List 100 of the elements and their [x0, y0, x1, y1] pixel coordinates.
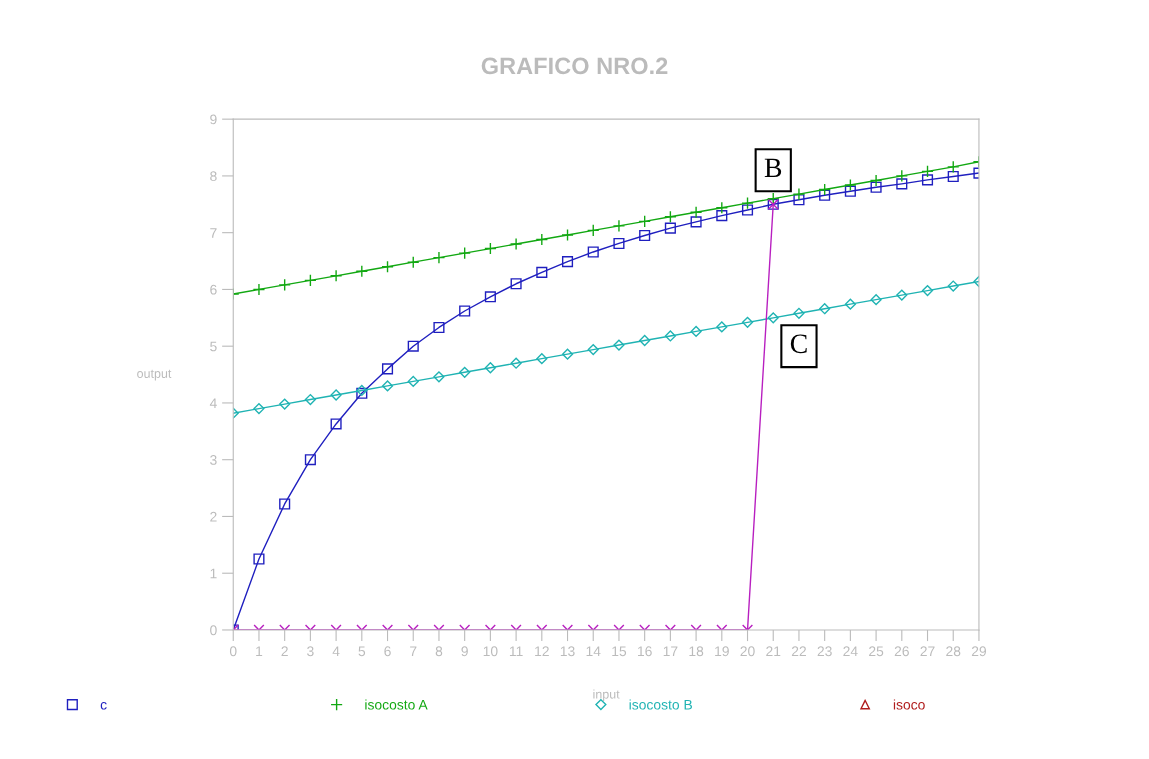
point — [459, 305, 471, 317]
point — [921, 284, 934, 297]
point — [921, 165, 934, 178]
point — [561, 348, 574, 360]
point — [587, 246, 599, 258]
x-tick-label: 28 — [946, 646, 961, 657]
point — [639, 334, 651, 347]
x-tick-label: 11 — [509, 646, 523, 657]
point — [690, 216, 702, 228]
x-tick-label: 29 — [971, 646, 987, 657]
x-tick-label: 1 — [256, 646, 263, 657]
point — [561, 228, 574, 242]
point — [870, 294, 882, 306]
point — [433, 371, 445, 383]
x-tick-label: 4 — [332, 646, 340, 657]
point — [896, 178, 908, 190]
point — [766, 192, 780, 205]
y-axis-title: output — [137, 369, 172, 381]
point — [304, 393, 316, 406]
legend-label: isocosto A — [365, 699, 428, 710]
point — [716, 210, 728, 222]
point — [535, 233, 549, 246]
point — [767, 312, 779, 324]
x-tick-label: 8 — [435, 646, 443, 657]
x-tick-label: 27 — [920, 646, 935, 657]
x-tick-label: 2 — [281, 646, 288, 657]
x-tick-label: 16 — [638, 646, 652, 657]
point — [612, 219, 626, 233]
point — [895, 169, 909, 183]
x-tick-label: 19 — [715, 646, 729, 657]
point — [586, 224, 600, 237]
point — [279, 498, 291, 510]
point — [664, 330, 676, 342]
legend-label: isoco — [893, 699, 925, 710]
point — [638, 215, 651, 228]
point — [252, 283, 266, 296]
point — [510, 357, 522, 369]
point — [639, 229, 651, 242]
x-tick-label: 25 — [869, 646, 884, 657]
point — [459, 366, 471, 378]
point — [381, 260, 394, 273]
point — [715, 201, 729, 214]
x-tick-label: 24 — [843, 646, 858, 657]
point — [304, 274, 317, 287]
point — [330, 418, 342, 430]
point — [381, 363, 394, 375]
point — [947, 170, 959, 183]
point — [741, 316, 754, 328]
point — [869, 174, 883, 187]
y-tick-label: 7 — [210, 228, 217, 238]
point — [818, 183, 831, 196]
x-tick-label: 26 — [894, 646, 909, 657]
legend-label: isocosto B — [629, 699, 693, 710]
point — [304, 454, 316, 466]
point — [844, 185, 856, 197]
x-tick-label: 20 — [740, 646, 755, 657]
point — [844, 178, 857, 192]
point — [664, 222, 676, 234]
point — [716, 321, 728, 333]
y-tick-label: 2 — [210, 511, 217, 522]
point — [433, 321, 445, 334]
point — [484, 291, 496, 303]
point — [587, 343, 599, 356]
point — [613, 237, 625, 250]
x-tick-label: 12 — [535, 646, 549, 657]
point — [792, 187, 806, 201]
y-tick-label: 6 — [210, 284, 217, 295]
point — [664, 210, 677, 224]
x-tick-label: 15 — [612, 646, 627, 657]
point — [406, 255, 420, 269]
point — [458, 246, 471, 260]
point — [819, 189, 831, 201]
x-tick-label: 21 — [766, 646, 781, 657]
x-tick-label: 23 — [817, 646, 832, 657]
point — [690, 325, 702, 338]
point — [279, 398, 291, 410]
point — [510, 278, 522, 290]
x-tick-label: 3 — [307, 646, 314, 657]
point — [253, 403, 265, 415]
point — [509, 237, 523, 251]
x-tick-label: 18 — [689, 646, 704, 657]
point — [278, 278, 291, 292]
point — [741, 204, 754, 216]
chart-title: GRAFICO NRO.2 — [481, 57, 668, 75]
annotation: B — [764, 158, 782, 178]
point — [946, 160, 960, 174]
point — [432, 251, 446, 264]
x-tick-label: 6 — [384, 646, 391, 657]
y-tick-label: 4 — [209, 398, 217, 408]
x-tick-label: 13 — [560, 646, 575, 657]
point — [947, 280, 959, 292]
y-tick-label: 5 — [210, 341, 217, 352]
point — [689, 205, 703, 219]
x-tick-label: 9 — [461, 646, 468, 657]
point — [330, 389, 342, 401]
point — [870, 181, 882, 193]
point — [407, 340, 419, 352]
x-axis-title: input — [593, 689, 620, 702]
x-tick-label: 0 — [229, 646, 237, 657]
point — [484, 242, 497, 255]
